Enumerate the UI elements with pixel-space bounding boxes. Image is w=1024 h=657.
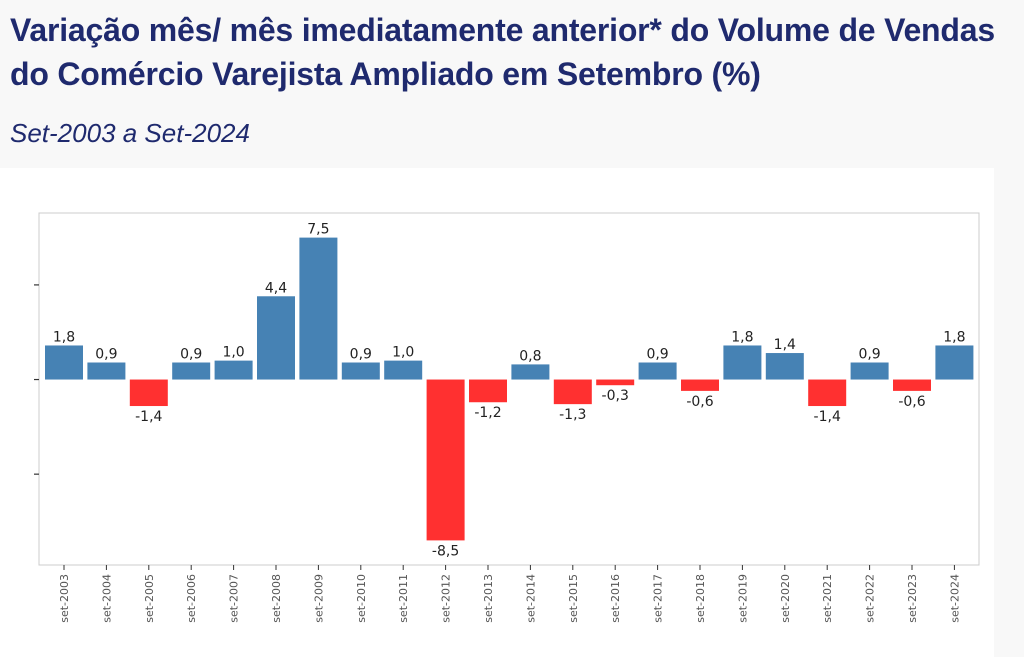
x-tick-label: set-2011	[397, 574, 410, 623]
y-axis-ticks	[34, 284, 39, 475]
bar-value-label: 1,8	[943, 329, 965, 345]
x-tick-label: set-2023	[906, 574, 919, 623]
bar	[893, 379, 931, 391]
x-tick-label: set-2024	[948, 574, 961, 623]
bar-value-label: 0,9	[95, 347, 117, 363]
x-tick-label: set-2022	[864, 574, 877, 623]
bar-value-label: 1,8	[731, 329, 753, 345]
x-tick-label: set-2008	[270, 574, 283, 623]
bar-value-label: -0,6	[898, 394, 925, 410]
bar-value-label: 1,0	[222, 345, 244, 361]
bar	[45, 345, 83, 380]
bar-value-label: 1,8	[53, 329, 75, 345]
bar-value-label: 4,4	[265, 280, 287, 296]
bar	[511, 364, 550, 380]
bar-chart: 1,8 0,9 -1,4 0,9 1,0 4,4 7,5 0,9 1,0 -8,5 -1,2 0,8 -…	[34, 212, 980, 623]
x-tick-label: set-2004	[100, 574, 113, 623]
bar	[596, 379, 635, 386]
x-tick-label: set-2013	[482, 574, 495, 623]
bar-value-label: 0,9	[350, 347, 372, 363]
x-tick-label: set-2006	[185, 574, 198, 623]
bar	[172, 362, 211, 380]
x-tick-label: set-2020	[779, 574, 792, 623]
x-tick-label: set-2012	[440, 574, 453, 623]
x-tick-label: set-2003	[58, 574, 71, 623]
bar-value-label: 0,9	[646, 347, 668, 363]
x-tick-label: set-2017	[652, 574, 665, 623]
value-labels: 1,8 0,9 -1,4 0,9 1,0 4,4 7,5 0,9 1,0 -8,5 -1,2 0,8 -…	[53, 222, 966, 560]
bar	[850, 362, 889, 380]
bar	[765, 353, 804, 380]
x-tick-label: set-2015	[567, 574, 580, 623]
chart-panel: 1,8 0,9 -1,4 0,9 1,0 4,4 7,5 0,9 1,0 -8,5 -1,2 0,8 -…	[0, 168, 994, 657]
x-tick-label: set-2021	[821, 574, 834, 623]
bar	[384, 360, 423, 380]
bar-value-label: 0,9	[180, 347, 202, 363]
bar	[808, 379, 847, 407]
bar	[638, 362, 677, 380]
x-tick-label: set-2009	[312, 574, 325, 623]
x-axis-ticks: set-2003 set-2004 set-2005 set-2006 set-2007…	[58, 565, 961, 623]
bar-value-label: -8,5	[432, 543, 459, 559]
bar	[723, 345, 762, 380]
bar-value-label: 0,8	[519, 348, 541, 364]
x-tick-label: set-2019	[736, 574, 749, 623]
bar	[299, 237, 338, 380]
x-tick-label: set-2007	[228, 574, 241, 623]
x-tick-label: set-2016	[609, 574, 622, 623]
bar	[257, 296, 295, 380]
bar	[426, 379, 465, 541]
bar-value-label: -1,4	[814, 409, 841, 425]
chart-subtitle: Set-2003 a Set-2024	[10, 118, 250, 148]
x-tick-label: set-2005	[143, 574, 156, 623]
bar	[935, 345, 974, 380]
bar-value-label: 1,0	[392, 345, 414, 361]
bar	[214, 360, 253, 380]
x-tick-label: set-2018	[694, 574, 707, 623]
chart-title: Variação mês/ mês imediatamente anterior…	[10, 12, 995, 92]
x-tick-label: set-2010	[355, 574, 368, 623]
bar	[681, 379, 719, 391]
x-tick-label: set-2014	[524, 574, 537, 623]
bar-value-label: -1,3	[559, 407, 586, 423]
bar	[129, 379, 168, 407]
bar-value-label: 7,5	[307, 222, 329, 238]
bar-value-label: -0,6	[686, 394, 713, 410]
bar-value-label: -1,2	[474, 405, 501, 421]
bar	[341, 362, 380, 380]
bar	[553, 379, 592, 405]
bar	[87, 362, 126, 380]
bar-value-label: 0,9	[858, 347, 880, 363]
bar-value-label: -0,3	[602, 388, 629, 404]
bar	[469, 379, 507, 403]
bar-value-label: -1,4	[135, 409, 162, 425]
bars	[45, 237, 974, 541]
bar-value-label: 1,4	[774, 337, 796, 353]
